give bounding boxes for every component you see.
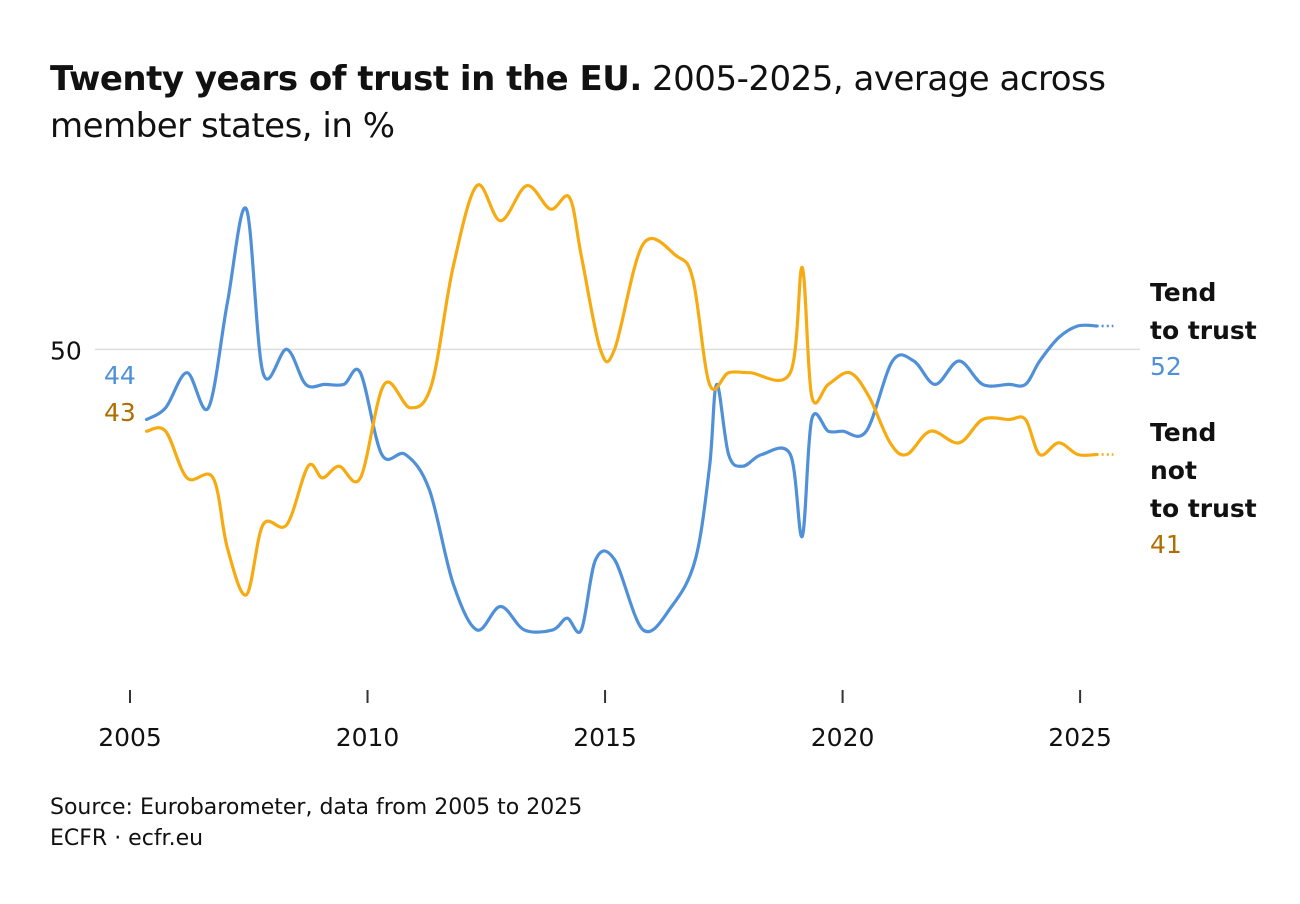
- chart-title-bold: Twenty years of trust in the EU.: [50, 59, 642, 99]
- x-tick-label-2015: 2015: [573, 723, 637, 752]
- x-tick-label-2025: 2025: [1048, 723, 1112, 752]
- source-note: Source: Eurobarometer, data from 2005 to…: [50, 795, 583, 820]
- trust-start-label: 44: [104, 361, 136, 390]
- not-trust-series-name-line-1: Tend: [1150, 418, 1216, 447]
- credit-note: ECFR · ecfr.eu: [50, 826, 204, 851]
- chart-footer: Source: Eurobarometer, data from 2005 to…: [50, 792, 582, 854]
- y-tick-label-50: 50: [50, 336, 82, 365]
- x-tick-label-2005: 2005: [98, 723, 162, 752]
- chart-subtitle: 2005-2025, average across member states,…: [50, 59, 1106, 146]
- not-trust-series-name-line-2: not: [1150, 456, 1197, 485]
- not-trust-series-line: [145, 183, 1099, 597]
- trust-series-line: [145, 206, 1099, 634]
- trust-end-value: 52: [1150, 352, 1182, 381]
- trust-series-name-line-1: Tend: [1150, 278, 1216, 307]
- x-tick-label-2010: 2010: [336, 723, 400, 752]
- not-trust-end-value: 41: [1150, 530, 1182, 559]
- not-trust-start-label: 43: [104, 398, 136, 427]
- x-tick-label-2020: 2020: [811, 723, 875, 752]
- not-trust-series-name-line-3: to trust: [1150, 494, 1257, 523]
- chart-title: Twenty years of trust in the EU. 2005-20…: [50, 56, 1230, 150]
- trust-series-name-line-2: to trust: [1150, 316, 1257, 345]
